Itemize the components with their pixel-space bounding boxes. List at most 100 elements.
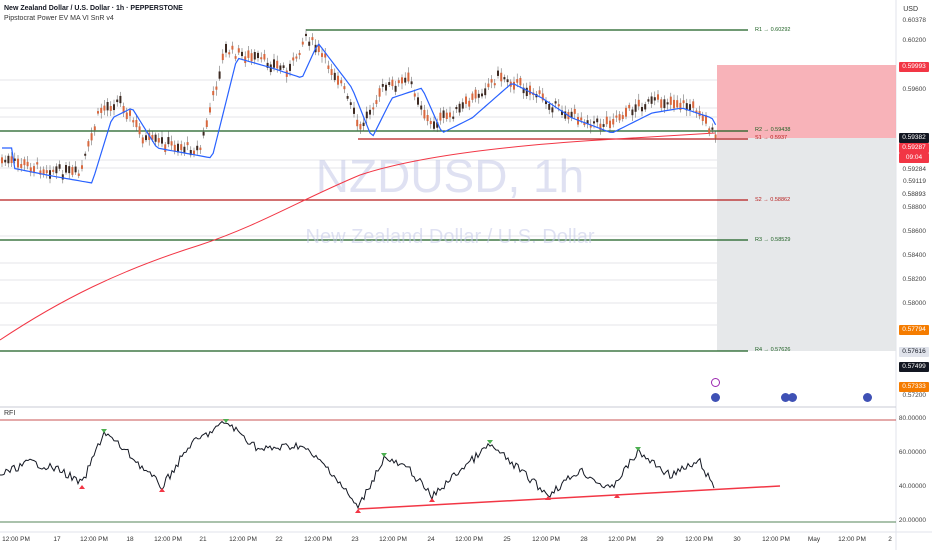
candle-body	[113, 104, 115, 111]
candle-body	[33, 166, 35, 173]
symbol-title[interactable]: New Zealand Dollar / U.S. Dollar · 1h · …	[4, 5, 183, 12]
candle-body	[689, 104, 691, 111]
candle-body	[468, 100, 471, 107]
candle-body	[455, 106, 458, 110]
candle-body	[628, 104, 631, 109]
candle-body	[481, 93, 483, 97]
candle-body	[529, 85, 531, 95]
candle-body	[282, 65, 285, 68]
candle-body	[321, 53, 323, 57]
rfi-trough-marker	[545, 496, 551, 500]
candle-body	[471, 93, 474, 100]
time-tick: 25	[503, 536, 511, 543]
candle-body	[333, 72, 336, 81]
candle-body	[519, 77, 522, 86]
candle-body	[327, 65, 330, 69]
sma-line	[2, 43, 717, 184]
candle-body	[260, 57, 263, 60]
candle-body	[84, 153, 87, 156]
rfi-pane-title[interactable]: RFI	[4, 410, 16, 417]
candle-body	[151, 134, 154, 140]
candle-body	[154, 134, 157, 142]
price-tick: 0.57200	[902, 392, 927, 399]
candle-body	[359, 123, 362, 130]
candle-body	[193, 150, 195, 155]
candle-body	[583, 122, 586, 126]
candle-body	[573, 108, 576, 114]
candle-body	[378, 88, 381, 97]
candle-body	[660, 99, 663, 108]
rfi-line	[0, 420, 715, 510]
candle-body	[417, 97, 419, 105]
candle-body	[385, 84, 387, 91]
us-flag-event-icon[interactable]	[781, 393, 790, 402]
lightning-event-icon[interactable]	[711, 378, 720, 387]
rfi-tick: 20.00000	[898, 517, 926, 524]
candle-body	[138, 126, 141, 135]
candle-body	[625, 107, 627, 117]
candle-body	[77, 173, 80, 176]
price-tick: 0.58800	[902, 204, 927, 211]
candle-body	[161, 137, 163, 144]
candle-body	[516, 79, 519, 83]
price-tick: 0.59284	[902, 166, 927, 173]
candle-body	[388, 82, 391, 86]
candle-body	[311, 37, 314, 41]
candle-body	[410, 81, 413, 85]
candle-body	[356, 119, 359, 127]
level-label-s1: S1 → 0.5937	[755, 135, 788, 141]
rfi-peak-marker	[101, 429, 107, 433]
candle-body	[253, 52, 256, 60]
candle-body	[669, 96, 672, 105]
us-flag-event-icon[interactable]	[863, 393, 872, 402]
candle-body	[551, 107, 554, 113]
price-tick: 0.60200	[902, 37, 927, 44]
candle-body	[439, 112, 442, 121]
candle-body	[180, 144, 183, 151]
candle-body	[49, 170, 51, 179]
candle-body	[132, 120, 135, 123]
candle-body	[119, 95, 122, 104]
candle-body	[196, 145, 199, 151]
candle-body	[650, 96, 653, 104]
long-ma-line	[0, 132, 716, 341]
candle-body	[289, 63, 291, 71]
candle-body	[52, 169, 55, 172]
rfi-trendline	[357, 485, 781, 510]
candle-body	[324, 53, 327, 58]
price-tick: 0.59600	[902, 86, 927, 93]
us-flag-event-icon[interactable]	[788, 393, 797, 402]
rfi-trough-marker	[355, 509, 361, 513]
candle-body	[365, 111, 368, 119]
us-flag-event-icon[interactable]	[711, 393, 720, 402]
rfi-tick: 40.00000	[898, 483, 926, 490]
level-price-box: 0.57616	[899, 347, 929, 357]
candle-body	[109, 106, 112, 111]
candle-body	[250, 53, 253, 62]
level-label-r1: R1 → 0.60292	[755, 27, 791, 33]
candle-body	[164, 144, 167, 152]
candle-body	[452, 116, 455, 119]
candle-body	[375, 100, 378, 104]
candle-body	[653, 97, 656, 101]
candle-body	[433, 121, 435, 129]
rfi-trough-marker	[79, 485, 85, 489]
candle-body	[548, 104, 551, 110]
candle-body	[199, 147, 202, 150]
candle-body	[218, 71, 221, 79]
candle-body	[500, 72, 503, 82]
level-label-r3: R3 → 0.58529	[755, 237, 791, 243]
candle-body	[436, 122, 439, 128]
time-tick: 12:00 PM	[762, 536, 790, 543]
candle-body	[298, 52, 301, 56]
time-tick: 23	[351, 536, 359, 543]
price-tick: 0.59119	[902, 178, 926, 185]
target-zone	[717, 65, 896, 138]
time-tick: 12:00 PM	[455, 536, 483, 543]
indicator-title[interactable]: Pipstocrat Power EV MA VI SnR v4	[4, 15, 114, 22]
candle-body	[157, 138, 160, 143]
candle-body	[554, 101, 557, 104]
candle-body	[711, 127, 714, 130]
candle-body	[634, 104, 637, 112]
